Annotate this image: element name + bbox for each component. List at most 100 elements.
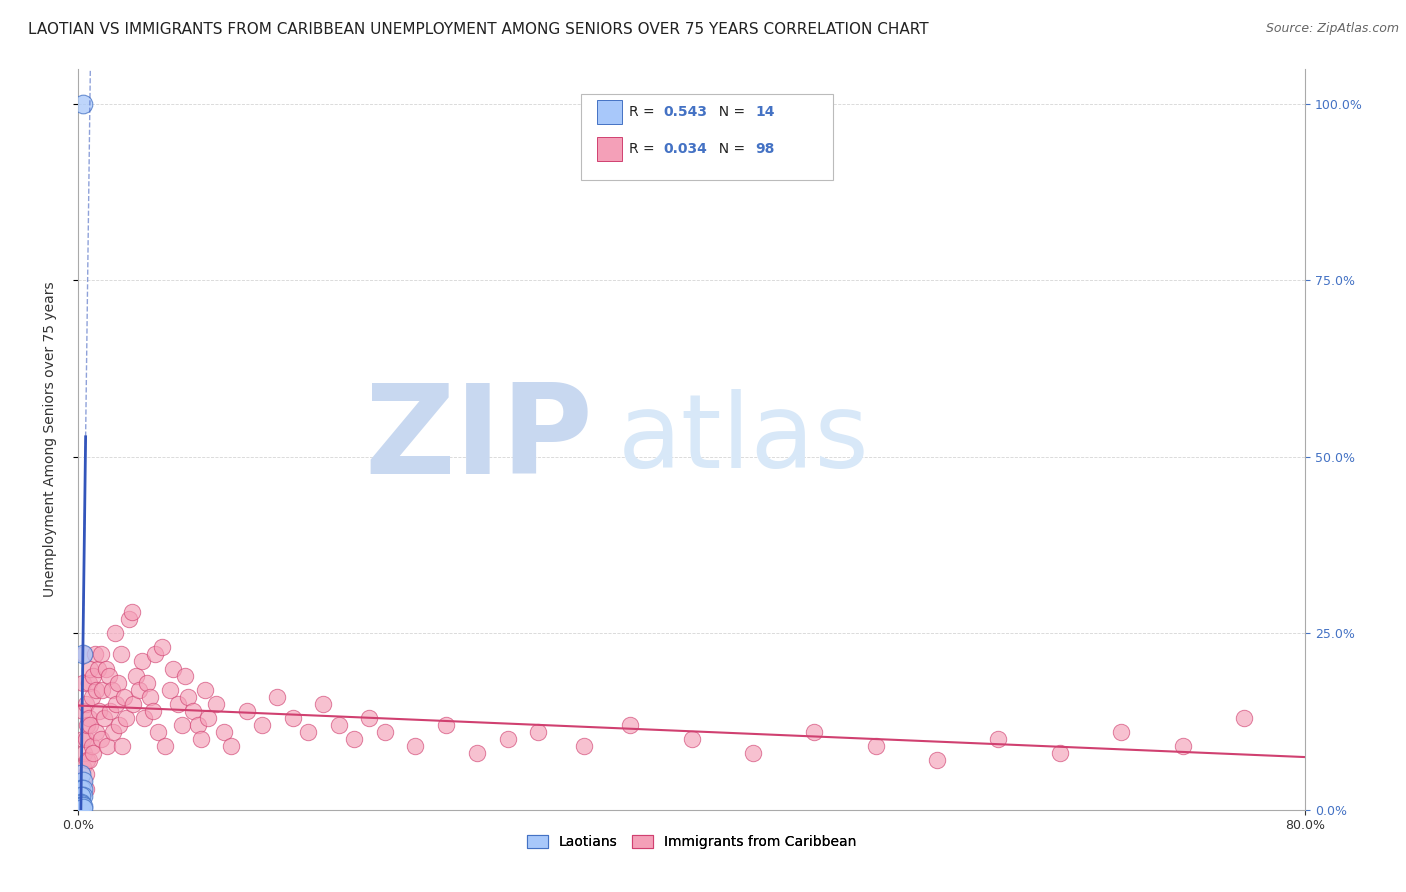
Text: LAOTIAN VS IMMIGRANTS FROM CARIBBEAN UNEMPLOYMENT AMONG SENIORS OVER 75 YEARS CO: LAOTIAN VS IMMIGRANTS FROM CARIBBEAN UNE…	[28, 22, 929, 37]
Point	[166, 697, 188, 711]
Point	[465, 746, 488, 760]
Point	[297, 725, 319, 739]
Point	[90, 732, 112, 747]
Point	[181, 704, 204, 718]
Text: Source: ZipAtlas.com: Source: ZipAtlas.com	[1265, 22, 1399, 36]
Point	[574, 739, 596, 753]
Point	[70, 767, 93, 781]
Point	[107, 675, 129, 690]
Point	[97, 668, 120, 682]
Point	[312, 697, 335, 711]
Point	[111, 739, 134, 753]
Point	[434, 718, 457, 732]
Point	[76, 753, 98, 767]
Point	[104, 626, 127, 640]
Legend: Laotians, Immigrants from Caribbean: Laotians, Immigrants from Caribbean	[522, 830, 862, 855]
Point	[235, 704, 257, 718]
Point	[121, 605, 143, 619]
Point	[328, 718, 350, 732]
Point	[72, 799, 94, 814]
Point	[1049, 746, 1071, 760]
Point	[90, 648, 112, 662]
Point	[112, 690, 135, 704]
Point	[72, 800, 94, 814]
Point	[75, 781, 97, 796]
Text: 14: 14	[755, 105, 775, 120]
Point	[70, 781, 93, 796]
Point	[374, 725, 396, 739]
Point	[496, 732, 519, 747]
Point	[100, 682, 122, 697]
Point	[79, 718, 101, 732]
Point	[86, 725, 108, 739]
Point	[221, 739, 243, 753]
Point	[172, 718, 194, 732]
Point	[250, 718, 273, 732]
Text: atlas: atlas	[619, 389, 870, 490]
Point	[190, 732, 212, 747]
Point	[72, 675, 94, 690]
Point	[77, 675, 100, 690]
Point	[72, 704, 94, 718]
Point	[155, 739, 177, 753]
Point	[93, 711, 115, 725]
Point	[527, 725, 550, 739]
Point	[70, 797, 93, 811]
FancyBboxPatch shape	[581, 95, 832, 179]
Point	[803, 725, 825, 739]
Point	[82, 746, 104, 760]
Point	[187, 718, 209, 732]
Point	[150, 640, 173, 655]
Point	[103, 725, 125, 739]
Text: 0.034: 0.034	[664, 143, 707, 156]
Point	[266, 690, 288, 704]
Point	[72, 760, 94, 774]
Point	[139, 690, 162, 704]
Point	[82, 668, 104, 682]
Point	[94, 661, 117, 675]
Point	[89, 704, 111, 718]
Point	[125, 668, 148, 682]
Point	[76, 718, 98, 732]
Text: R =: R =	[628, 105, 659, 120]
Point	[131, 655, 153, 669]
Point	[212, 725, 235, 739]
Point	[865, 739, 887, 753]
Point	[194, 682, 217, 697]
Point	[987, 732, 1010, 747]
Point	[128, 682, 150, 697]
Point	[83, 648, 105, 662]
Text: N =: N =	[710, 143, 749, 156]
Text: R =: R =	[628, 143, 659, 156]
Point	[142, 704, 165, 718]
Point	[114, 711, 136, 725]
Point	[73, 648, 96, 662]
Point	[96, 739, 118, 753]
Point	[80, 739, 103, 753]
Point	[742, 746, 765, 760]
Point	[159, 682, 181, 697]
Point	[343, 732, 366, 747]
Point	[177, 690, 200, 704]
Point	[70, 796, 93, 810]
Point	[70, 799, 93, 814]
Point	[75, 732, 97, 747]
Point	[77, 753, 100, 767]
Point	[70, 799, 93, 814]
Point	[132, 711, 155, 725]
Point	[925, 753, 948, 767]
Point	[72, 774, 94, 789]
FancyBboxPatch shape	[598, 101, 621, 124]
Point	[75, 767, 97, 781]
Point	[87, 661, 110, 675]
Point	[1171, 739, 1194, 753]
Point	[359, 711, 381, 725]
Point	[70, 789, 93, 803]
Point	[143, 648, 166, 662]
Text: ZIP: ZIP	[364, 378, 593, 500]
Point	[105, 697, 128, 711]
Y-axis label: Unemployment Among Seniors over 75 years: Unemployment Among Seniors over 75 years	[44, 281, 58, 597]
Point	[91, 682, 114, 697]
Point	[72, 781, 94, 796]
Point	[72, 789, 94, 803]
